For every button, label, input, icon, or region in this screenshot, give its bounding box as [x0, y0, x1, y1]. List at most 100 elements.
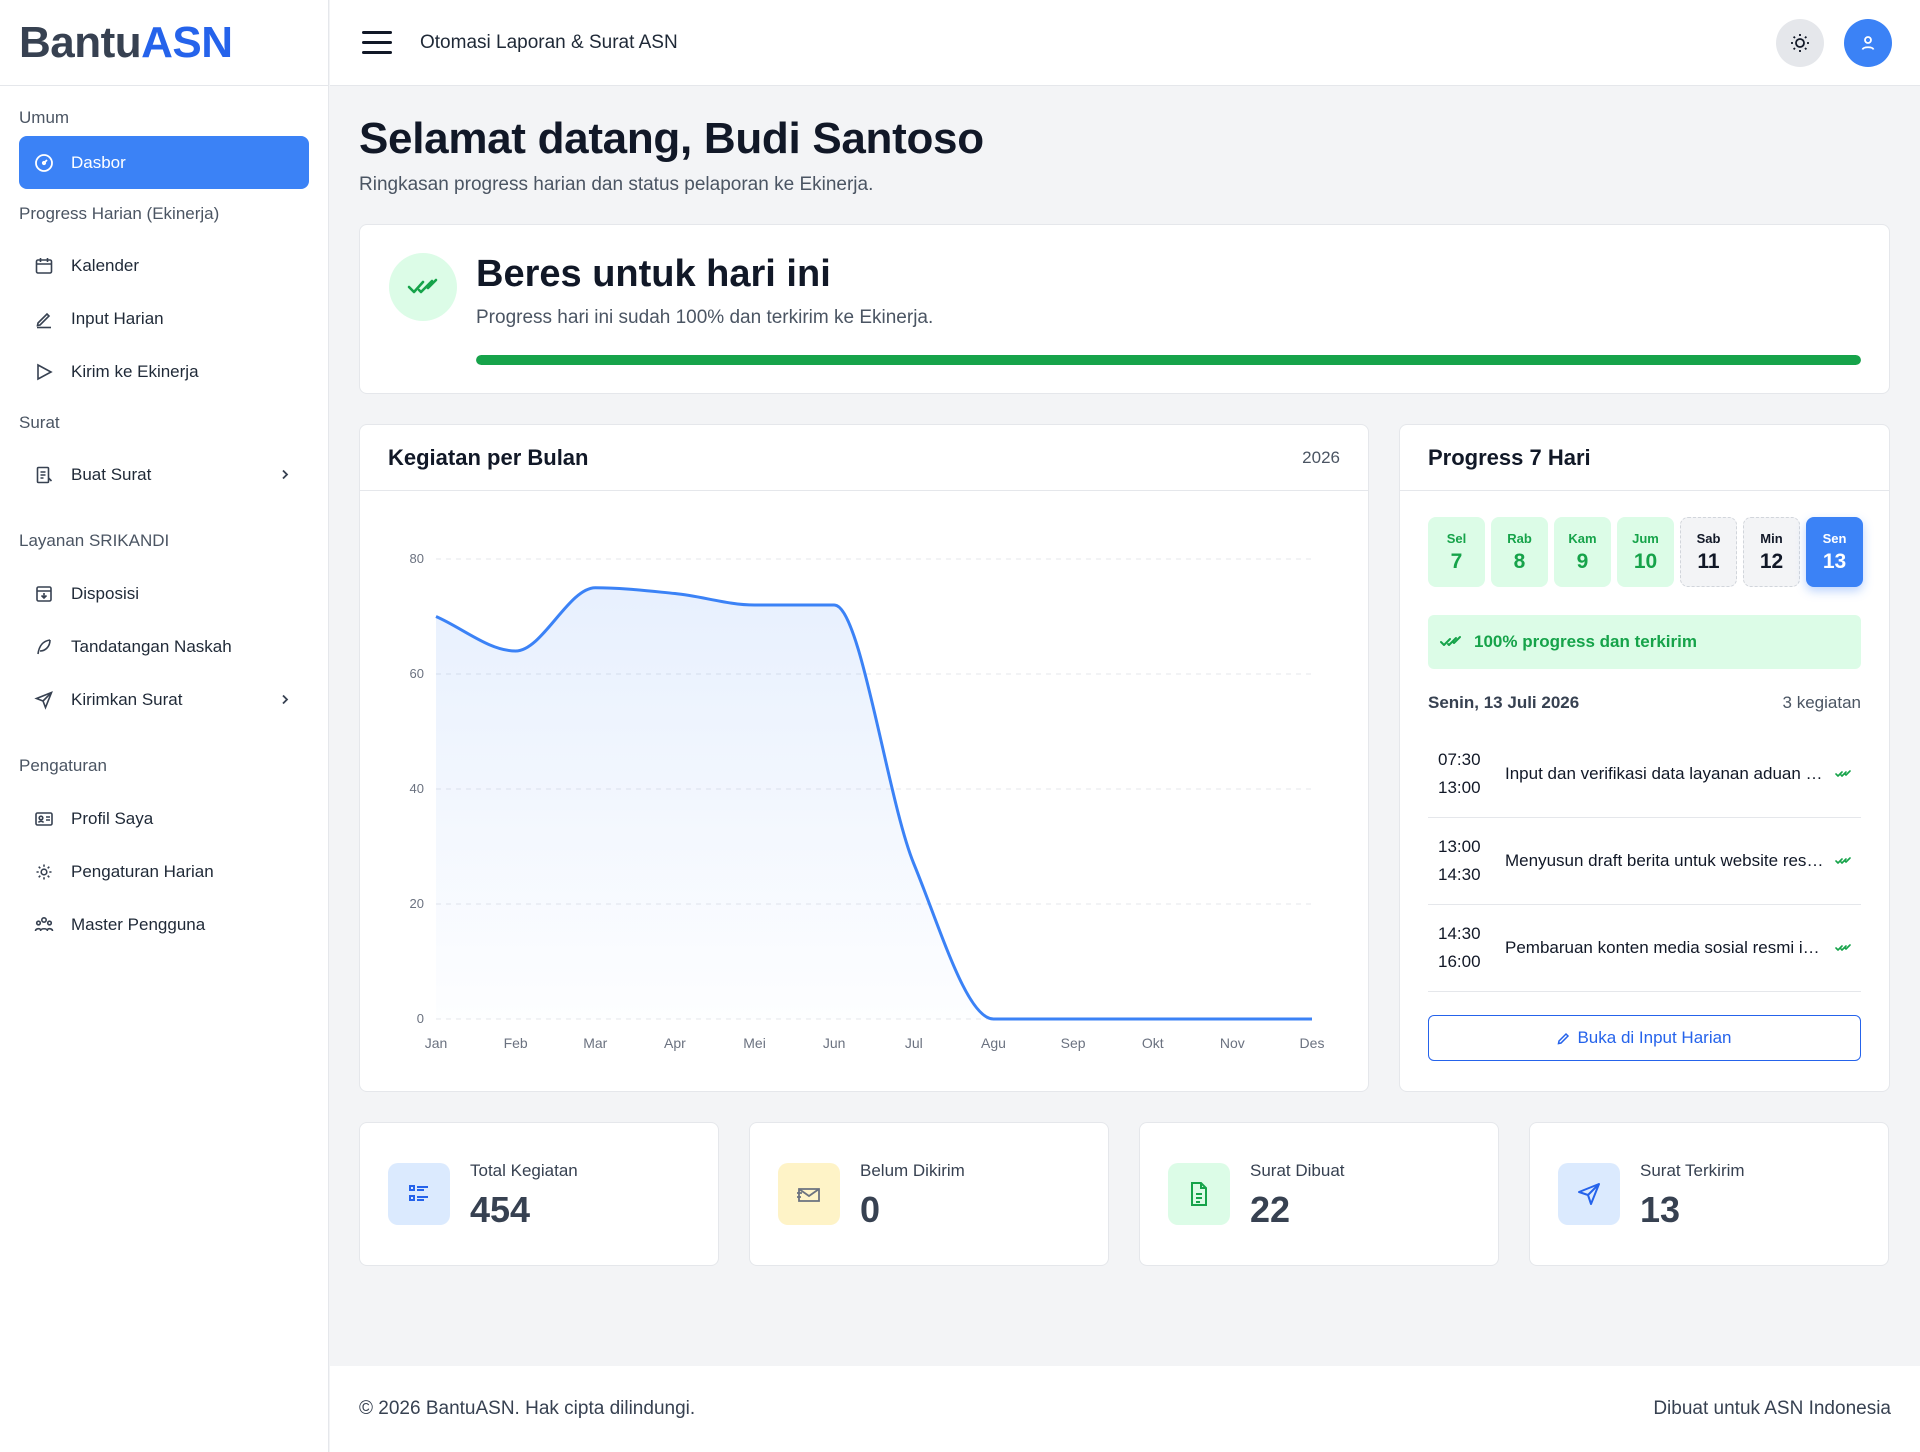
mail-icon [778, 1163, 840, 1225]
day-jum[interactable]: Jum 10 [1617, 517, 1674, 587]
sidebar-item-tandatangan[interactable]: Tandatangan Naskah [19, 620, 309, 673]
id-card-icon [33, 808, 55, 830]
x-tick-label: Sep [1061, 1035, 1086, 1051]
activity-item[interactable]: 07:30 13:00 Input dan verifikasi data laya… [1428, 731, 1861, 818]
sidebar-item-kalender[interactable]: Kalender [19, 239, 309, 292]
sidebar-item-label: Master Pengguna [71, 914, 206, 934]
x-tick-label: Jun [823, 1035, 846, 1051]
main-content: Selamat datang, Budi Santoso Ringkasan p… [359, 86, 1890, 1266]
sidebar-item-kirimkan-surat[interactable]: Kirimkan Surat [19, 673, 309, 726]
section-progress: Progress Harian (Ekinerja) [19, 204, 220, 223]
status-message: 100% progress dan terkirim [1428, 615, 1861, 669]
day-sab[interactable]: Sab 11 [1680, 517, 1737, 587]
section-layanan: Layanan SRIKANDI [19, 531, 170, 550]
series-line [435, 586, 1312, 1021]
sidebar-item-label: Dasbor [71, 152, 126, 172]
brand-part-2: ASN [141, 17, 233, 67]
stat-label: Surat Terkirim [1640, 1161, 1745, 1180]
user-menu-button[interactable] [1844, 19, 1892, 67]
activity-item[interactable]: 14:30 16:00 Pembaruan konten media sosial … [1428, 905, 1861, 992]
day-date: 12 [1759, 549, 1784, 573]
chart-title: Kegiatan per Bulan [388, 444, 589, 470]
menu-icon[interactable] [362, 28, 392, 58]
x-tick-label: Jul [905, 1035, 923, 1051]
brand-logo[interactable]: Bantu ASN [0, 0, 328, 86]
sidebar-item-label: Tandatangan Naskah [71, 636, 232, 656]
day-name: Jum [1632, 530, 1659, 546]
stat-value: 0 [860, 1189, 881, 1230]
day-sel[interactable]: Sel 7 [1428, 517, 1485, 587]
activity-end: 16:00 [1438, 952, 1481, 971]
x-tick-label: Mei [743, 1035, 766, 1051]
chart-header: Kegiatan per Bulan 2026 [360, 425, 1368, 491]
day-date: 11 [1697, 549, 1720, 573]
activity-list: 07:30 13:00 Input dan verifikasi data laya… [1428, 731, 1861, 992]
selected-date: Senin, 13 Juli 2026 [1428, 693, 1580, 712]
x-tick-label: Nov [1220, 1035, 1245, 1051]
y-tick-label: 20 [410, 896, 424, 911]
sidebar-item-disposisi[interactable]: Disposisi [19, 567, 309, 620]
y-tick-label: 80 [410, 551, 424, 566]
users-icon [33, 914, 55, 936]
double-check-icon [1440, 635, 1462, 649]
day-name: Kam [1568, 530, 1597, 546]
x-tick-label: Okt [1142, 1035, 1164, 1051]
activity-start: 13:00 [1438, 837, 1481, 856]
sidebar-item-kirim-ekinerja[interactable]: Kirim ke Ekinerja [19, 345, 309, 398]
y-tick-label: 0 [417, 1011, 424, 1026]
sidebar-item-buat-surat[interactable]: Buat Surat [19, 448, 309, 501]
sidebar: Bantu ASN Umum Dasbor Progress Harian (Ek… [0, 0, 329, 1452]
day-name: Rab [1507, 530, 1532, 546]
y-tick-label: 40 [410, 781, 424, 796]
feather-icon [33, 636, 55, 658]
x-tick-label: Des [1300, 1035, 1325, 1051]
activity-start: 14:30 [1438, 924, 1481, 943]
send-icon [33, 689, 55, 711]
section-umum: Umum [19, 108, 70, 127]
chevron-right-icon [279, 464, 291, 485]
play-icon [33, 361, 55, 383]
day-strip: Sel 7 Rab 8 Kam 9 Jum 10 Sab 11 Min 12 Sen 13 [1428, 517, 1863, 587]
stat-label: Surat Dibuat [1250, 1161, 1345, 1180]
day-kam[interactable]: Kam 9 [1554, 517, 1611, 587]
activity-time: 07:30 13:00 [1438, 746, 1505, 802]
theme-toggle-button[interactable] [1776, 19, 1824, 67]
topbar: Otomasi Laporan & Surat ASN [330, 0, 1920, 86]
calendar-icon [33, 255, 55, 277]
banner-subtitle: Progress hari ini sudah 100% dan terkiri… [476, 307, 934, 328]
sidebar-item-profil[interactable]: Profil Saya [19, 792, 309, 845]
day-date: 8 [1513, 549, 1526, 573]
open-input-harian-button[interactable]: Buka di Input Harian [1428, 1015, 1861, 1061]
week-header: Progress 7 Hari [1400, 425, 1889, 491]
sidebar-item-label: Disposisi [71, 583, 140, 603]
sidebar-item-label: Pengaturan Harian [71, 861, 214, 881]
double-check-icon [389, 253, 457, 321]
activity-start: 07:30 [1438, 750, 1481, 769]
sidebar-item-label: Input Harian [71, 308, 164, 328]
chart-year: 2026 [1302, 447, 1340, 467]
sidebar-item-master-pengguna[interactable]: Master Pengguna [19, 898, 309, 951]
activity-description: Input dan verifikasi data layanan aduan … [1505, 764, 1835, 783]
day-rab[interactable]: Rab 8 [1491, 517, 1548, 587]
area-chart: 0 20 40 60 80 Jan Feb Mar Apr Mei Jun Jul Agu Sep Okt N… [410, 551, 1325, 1051]
series-area [436, 587, 1312, 1019]
day-min[interactable]: Min 12 [1743, 517, 1800, 587]
sidebar-item-pengaturan-harian[interactable]: Pengaturan Harian [19, 845, 309, 898]
app-title: Otomasi Laporan & Surat ASN [420, 31, 678, 53]
user-icon [1858, 33, 1878, 53]
section-pengaturan: Pengaturan [19, 756, 107, 775]
double-check-icon [1835, 943, 1851, 953]
x-tick-label: Jan [425, 1035, 448, 1051]
status-banner: Beres untuk hari ini Progress hari ini s… [359, 224, 1890, 394]
activity-end: 13:00 [1438, 778, 1481, 797]
sidebar-item-dasbor[interactable]: Dasbor [19, 136, 309, 189]
progress-bar-fill [476, 355, 1861, 365]
day-name: Sel [1446, 530, 1467, 546]
day-sen[interactable]: Sen 13 [1806, 517, 1863, 587]
activity-item[interactable]: 13:00 14:30 Menyusun draft berita untuk we… [1428, 818, 1861, 905]
stat-label: Belum Dikirim [860, 1161, 965, 1180]
sidebar-item-input-harian[interactable]: Input Harian [19, 292, 309, 345]
section-surat: Surat [19, 413, 60, 432]
activity-time: 13:00 14:30 [1438, 833, 1505, 889]
activity-description: Menyusun draft berita untuk website resm… [1505, 851, 1835, 870]
